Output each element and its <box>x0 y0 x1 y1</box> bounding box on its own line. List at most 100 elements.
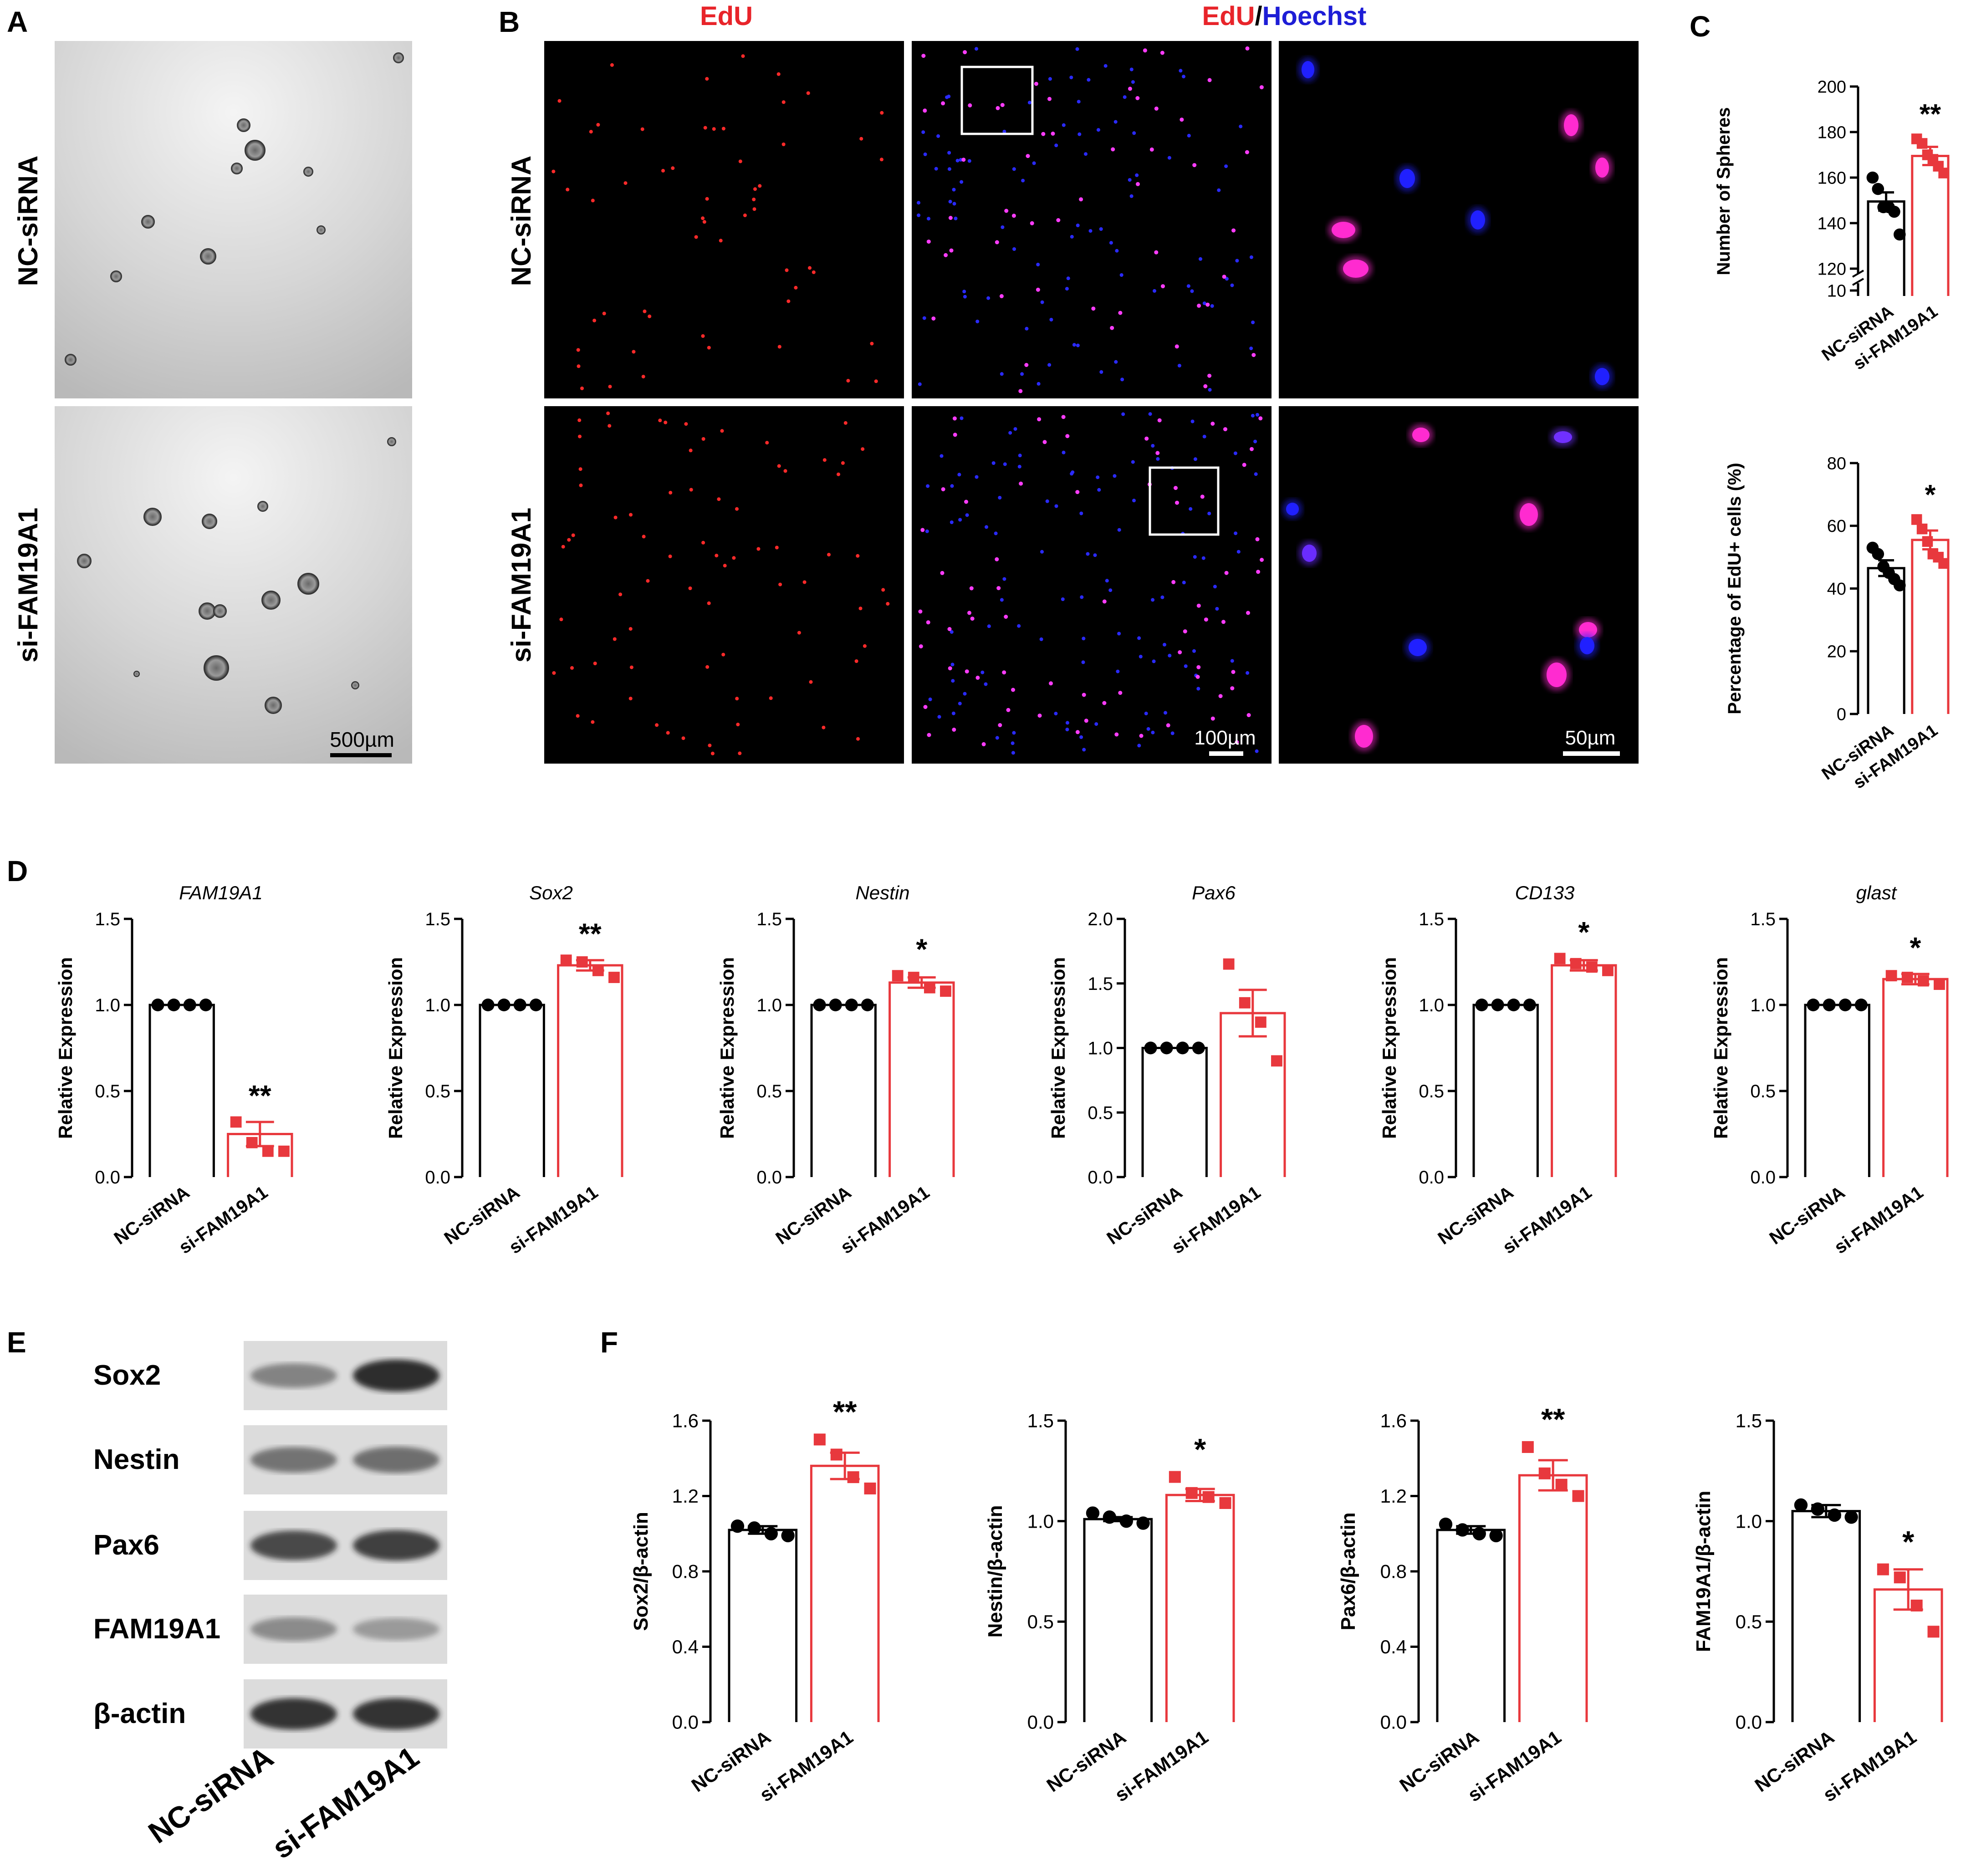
hoechst-nucleus <box>1215 607 1219 611</box>
edu-nucleus <box>701 540 705 545</box>
hoechst-nucleus <box>1086 552 1090 556</box>
merged-nucleus <box>1195 675 1200 679</box>
hoechst-nucleus <box>921 130 925 134</box>
bar-si <box>1551 964 1617 1177</box>
merged-nucleus <box>981 742 986 746</box>
edu-nucleus <box>843 421 848 425</box>
sphere <box>133 671 140 677</box>
x-tick-label: si-FAM19A1 <box>1819 1726 1920 1806</box>
hoechst-nucleus <box>1094 722 1098 726</box>
merged-nucleus <box>998 723 1002 727</box>
merged-nucleus <box>921 54 926 58</box>
hoechst-nucleus <box>975 475 979 479</box>
data-point <box>1811 1502 1825 1516</box>
blot-band <box>353 1698 439 1730</box>
data-point <box>497 999 511 1011</box>
panel-letter-d: D <box>7 855 28 887</box>
hoechst-nucleus <box>1131 80 1135 84</box>
hoechst-nucleus <box>1236 550 1241 554</box>
merged-nucleus <box>975 675 980 680</box>
sphere <box>317 225 326 234</box>
data-point <box>262 1145 274 1157</box>
significance-marker: ** <box>1541 1402 1565 1437</box>
chart-title: Nestin <box>855 882 909 903</box>
hoechst-nucleus <box>951 679 955 683</box>
panel-letter-e: E <box>7 1326 26 1359</box>
hoechst-nucleus <box>1119 273 1123 277</box>
sphere <box>257 501 268 512</box>
merged-nucleus <box>1154 250 1159 255</box>
hoechst-nucleus <box>1099 227 1103 231</box>
significance-marker: ** <box>249 1079 271 1112</box>
edu-nucleus <box>827 553 831 557</box>
edu-nucleus <box>613 637 617 641</box>
edu-nucleus <box>809 680 813 684</box>
data-point <box>278 1145 290 1157</box>
hoechst-nucleus <box>1156 457 1160 461</box>
edu-nucleus <box>703 126 707 130</box>
edu-nucleus <box>735 697 739 701</box>
hoechst-nucleus <box>957 473 961 477</box>
y-tick-label: 0.5 <box>1736 1611 1762 1632</box>
y-tick-label: 0.5 <box>1027 1611 1054 1632</box>
data-point <box>1086 1506 1100 1520</box>
hoechst-nucleus <box>950 520 954 524</box>
merged-nucleus <box>1251 353 1256 357</box>
hoechst-nucleus <box>1017 464 1021 469</box>
merged-nucleus <box>1250 447 1254 451</box>
hoechst-nucleus <box>962 290 966 294</box>
edu-nucleus <box>552 671 556 675</box>
edu-nucleus <box>880 111 884 115</box>
y-tick-label: 0.5 <box>425 1081 450 1101</box>
y-tick-label: 1.0 <box>95 995 120 1015</box>
row-label-si-a: si-FAM19A1 <box>13 508 43 663</box>
hoechst-nucleus <box>1096 475 1100 479</box>
sphere <box>213 604 227 618</box>
y-tick-label: 0.5 <box>95 1081 120 1101</box>
sphere <box>303 167 313 177</box>
hoechst-nucleus <box>1135 173 1139 177</box>
nucleus <box>1579 622 1597 637</box>
hoechst-nucleus <box>1217 188 1221 192</box>
edu-nucleus <box>781 143 786 146</box>
hoechst-nucleus <box>1148 412 1152 416</box>
bar-si <box>1220 1012 1286 1177</box>
edu-nucleus <box>576 714 580 718</box>
hoechst-nucleus <box>995 736 999 740</box>
data-point <box>1927 1626 1940 1638</box>
hoechst-nucleus <box>1255 749 1259 753</box>
hoechst-nucleus <box>1076 343 1080 347</box>
merged-nucleus <box>1061 415 1066 419</box>
hoechst-nucleus <box>1234 531 1238 535</box>
data-point <box>1538 1467 1551 1479</box>
merged-nucleus <box>941 487 945 491</box>
y-axis-label: Relative Expression <box>1047 957 1069 1139</box>
edu-nucleus <box>756 547 761 551</box>
hoechst-nucleus <box>1054 504 1058 508</box>
merge-column-title: EdU/Hoechst <box>1202 1 1367 31</box>
y-axis-label: Relative Expression <box>1710 957 1731 1139</box>
data-point <box>764 1527 778 1540</box>
hoechst-nucleus <box>1079 735 1083 739</box>
hoechst-nucleus <box>936 134 940 138</box>
hoechst-nucleus <box>1246 671 1250 675</box>
panel-letter-c: C <box>1690 10 1711 43</box>
edu-nucleus <box>668 554 672 558</box>
hoechst-nucleus <box>945 95 949 99</box>
hoechst-nucleus <box>1076 224 1080 227</box>
hoechst-nucleus <box>937 715 941 719</box>
hoechst-nucleus <box>928 697 932 701</box>
hoechst-nucleus <box>1099 370 1103 374</box>
panel-letter-a: A <box>7 5 28 38</box>
merged-nucleus <box>1118 691 1123 695</box>
data-point <box>908 972 919 983</box>
merged-nucleus <box>1004 615 1008 619</box>
hoechst-nucleus <box>1087 78 1091 82</box>
data-point <box>1922 536 1933 547</box>
hoechst-nucleus <box>1065 287 1069 291</box>
hoechst-nucleus <box>1000 598 1004 602</box>
merged-nucleus <box>1149 147 1154 152</box>
hoechst-nucleus <box>1069 76 1073 80</box>
hoechst-nucleus <box>1202 301 1206 306</box>
